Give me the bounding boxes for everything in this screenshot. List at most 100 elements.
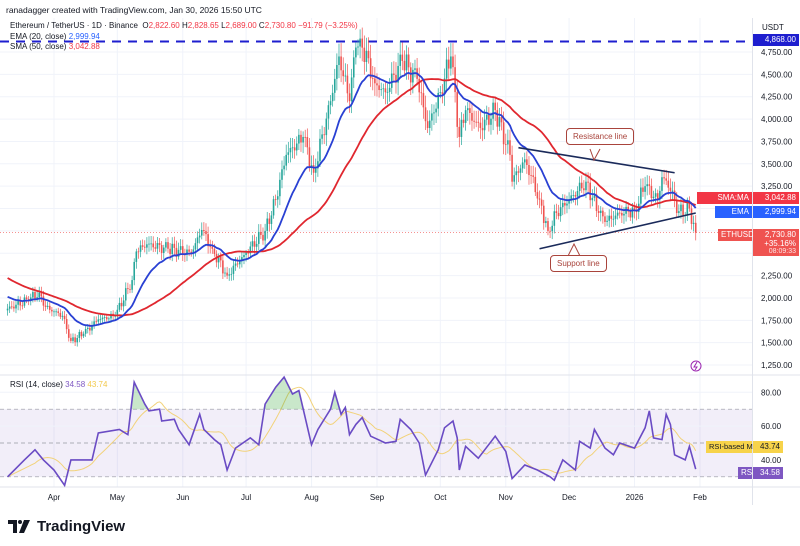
candle-body [342,70,345,77]
candle-body [471,112,473,121]
candle-body [675,200,678,213]
candle-body [352,57,355,78]
chart-canvas[interactable]: Apr May Jun Jul Aug Sep Oct Nov Dec 2026 Feb 4,750.… [0,0,800,510]
time-tick-label: Sep [370,493,385,502]
candle-body [281,169,283,180]
candle-body [447,59,450,69]
brand-name: TradingView [37,518,126,535]
candle-body [279,179,281,197]
candle-body [694,222,697,233]
rsi-legend-value: 34.58 [65,380,86,389]
candle-body [103,317,106,318]
support-callout: Support line [550,255,607,272]
candle-body [232,265,235,274]
candle-body [40,292,43,297]
candle-body [348,93,351,102]
candle-body [460,119,463,137]
candle-body [55,311,57,313]
candle-body [517,171,520,173]
candle-body [209,246,212,248]
price-tick-label: 3,250.00 [761,182,793,191]
candle-body [53,311,55,313]
candle-body [580,182,583,189]
candle-body [57,311,60,313]
candle-body [127,288,129,290]
candle-body [557,212,560,217]
candle-body [38,292,41,298]
ema-value: 2,999.94 [68,31,100,41]
candle-body [158,242,161,246]
candle-body [490,118,492,125]
candle-body [19,300,22,306]
candle-body [466,108,469,111]
rsi-ma-legend-value: 43.74 [87,380,108,389]
resistance-callout: Resistance line [566,128,635,145]
candle-body [317,161,319,169]
price-tick-label: 1,500.00 [761,339,793,348]
candle-body [483,119,486,131]
ema-label[interactable]: EMA (20, close) [10,31,67,41]
candle-body [488,114,490,125]
candle-body [384,88,387,93]
candle-body [409,67,412,83]
candle-body [374,78,376,84]
rsi-label[interactable]: RSI (14, close) [10,380,63,389]
candle-body [395,74,397,83]
symbol-title[interactable]: Ethereum / TetherUS · 1D · Binance [10,21,138,30]
candle-body [538,198,541,200]
candle-body [526,159,528,165]
candle-body [101,317,104,320]
candle-body [426,121,429,129]
candle-body [306,136,309,148]
candle-body [236,263,239,265]
candle-body [673,190,676,201]
candle-body [131,280,133,290]
time-tick-label: Feb [693,493,707,502]
rsi-ma-value-tag: 43.74 [753,441,783,453]
candle-body [344,75,347,77]
candle-body [257,231,260,244]
candle-body [599,210,602,213]
candle-body [186,249,188,255]
rsi-legend: RSI (14, close) 34.58 43.74 [10,380,107,389]
support-trendline [539,212,696,250]
candle-body [500,117,503,123]
time-tick-label: Dec [562,493,576,502]
candle-body [93,321,95,326]
candle-body [549,230,551,232]
candle-body [181,246,184,255]
candle-body [84,329,87,334]
candle-body [274,199,277,201]
candle-body [576,190,579,197]
candle-body [300,134,302,143]
tradingview-logo[interactable]: TradingView [8,518,125,535]
price-tick-label: 2,250.00 [761,272,793,281]
candle-body [323,134,326,136]
candle-body [369,58,372,79]
candle-body [623,213,625,216]
candle-body [350,77,353,102]
candle-body [230,273,233,275]
candle-body [642,187,644,192]
candle-body [627,206,629,212]
candle-body [86,327,89,330]
candle-body [652,196,655,199]
candle-body [418,78,421,93]
candle-body [8,306,11,309]
candle-body [380,89,383,91]
candle-body [61,315,64,317]
candle-body [659,190,661,200]
candle-body [578,182,581,191]
candle-body [63,315,66,320]
sma-label[interactable]: SMA (50, close) [10,42,67,51]
candle-body [243,255,245,258]
candle-body [251,241,254,247]
candle-body [133,261,136,281]
candle-body [67,329,70,338]
candle-body [661,177,663,191]
rsi-value-tag: 34.58 [753,467,783,479]
candle-body [583,188,585,191]
lightning-bolt-glyph [693,361,698,371]
rsi-tick-label: 60.00 [761,422,782,431]
candle-body [665,178,667,181]
